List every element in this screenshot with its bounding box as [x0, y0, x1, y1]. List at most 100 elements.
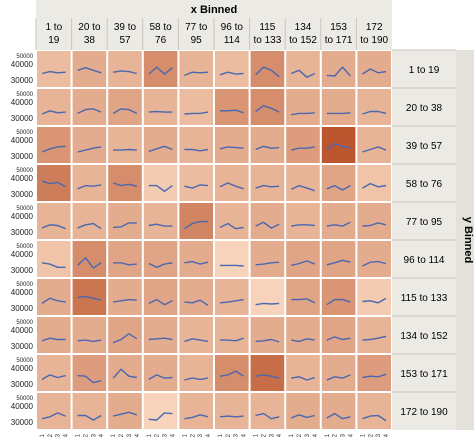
- heat-cell-r7-c2: [108, 317, 142, 353]
- column-header-7-line-1: to 152: [289, 35, 317, 46]
- x-tick-c7-2: r3: [305, 433, 311, 437]
- y-tick-bottom-r5: 30000: [11, 266, 34, 275]
- heat-cell-r2-c1: [72, 127, 107, 163]
- y-tick-middle-r3: 40000: [11, 174, 34, 183]
- heat-cell-r1-c7: [286, 89, 320, 125]
- heat-cell-r9-c4: [179, 393, 213, 429]
- series-line-r4-c5: [219, 222, 244, 230]
- heat-cell-r9-c6: [250, 393, 285, 429]
- heat-cell-r6-c8: [321, 279, 356, 315]
- column-header-3-line-1: 76: [155, 35, 167, 46]
- heat-cell-r6-c7: [286, 279, 320, 315]
- heat-cell-r2-c6: [250, 127, 285, 163]
- x-tick-c3-1: r2: [155, 433, 161, 437]
- y-tick-middle-r0: 40000: [11, 60, 34, 69]
- x-tick-c7-0: r1: [289, 433, 295, 437]
- y-axis-title: y Binned: [462, 217, 474, 263]
- heat-cell-r3-c7: [286, 165, 320, 201]
- series-line-r0-c8: [326, 66, 351, 77]
- y-title-band: [456, 50, 474, 430]
- column-header-4-line-0: 77 to: [185, 22, 208, 33]
- y-tick-top-r6: 50000: [16, 282, 33, 288]
- column-header-2-line-0: 39 to: [114, 22, 137, 33]
- series-line-r0-c5: [219, 71, 244, 76]
- x-tick-c3-2: r3: [163, 433, 169, 437]
- x-tick-c2-3: r4: [135, 433, 141, 437]
- heat-cell-r2-c0: [37, 127, 71, 163]
- heat-cell-r4-c0: [37, 203, 71, 239]
- x-tick-c8-1: r2: [333, 433, 339, 437]
- series-line-r6-c5: [219, 298, 244, 304]
- series-line-r8-c5: [219, 370, 244, 377]
- row-headers: 1 to 19 20 to 38 39 to 57 58 to 76 77 to 95 9…: [392, 49, 456, 418]
- heat-cell-r2-c9: [357, 127, 391, 163]
- series-line-r5-c4: [184, 260, 209, 265]
- heat-cell-r9-c7: [286, 393, 320, 429]
- series-line-r3-c6: [255, 184, 280, 189]
- x-tick-c2-1: r2: [119, 433, 125, 437]
- x-tick-c6-1: r2: [262, 433, 268, 437]
- x-tick-c6-0: r1: [254, 433, 260, 437]
- series-line-r4-c7: [291, 224, 315, 227]
- x-tick-c8-0: r1: [325, 433, 331, 437]
- x-tick-c3-0: r1: [147, 433, 153, 437]
- column-header-3-line-0: 58 to: [149, 22, 172, 33]
- heat-cell-r0-c0: [37, 51, 71, 87]
- y-tick-top-r9: 50000: [16, 396, 33, 402]
- x-tick-c1-1: r2: [84, 433, 90, 437]
- y-tick-top-r0: 50000: [16, 54, 33, 60]
- series-line-r0-c6: [255, 66, 280, 78]
- heat-cell-r4-c2: [108, 203, 142, 239]
- series-line-r4-c4: [184, 220, 208, 230]
- heat-cell-r1-c4: [179, 89, 213, 125]
- column-header-2-line-1: 57: [119, 35, 131, 46]
- y-tick-top-r2: 50000: [16, 130, 33, 136]
- series-line-r4-c2: [113, 222, 137, 229]
- series-line-r0-c9: [362, 68, 387, 75]
- row-header-5: 96 to 114: [404, 255, 445, 266]
- x-tick-c5-0: r1: [218, 433, 224, 437]
- series-line-r5-c7: [291, 260, 316, 267]
- x-tick-c9-0: r1: [360, 433, 366, 437]
- heat-cell-r4-c5: [215, 203, 249, 239]
- heat-cell-r2-c7: [286, 127, 320, 163]
- heat-cell-r0-c5: [215, 51, 249, 87]
- y-tick-bottom-r9: 30000: [11, 418, 34, 427]
- series-line-r6-c3: [148, 298, 173, 306]
- series-line-r3-c5: [219, 182, 244, 190]
- y-tick-middle-r7: 40000: [11, 326, 34, 335]
- series-line-r8-c8: [326, 374, 351, 381]
- row-header-8: 153 to 171: [400, 369, 448, 380]
- heat-cell-r8-c1: [72, 355, 107, 391]
- series-line-r6-c0: [41, 297, 66, 304]
- series-line-r1-c5: [220, 109, 244, 114]
- series-line-r3-c8: [326, 184, 351, 191]
- x-axes: r1 r2 r3 r4 r1 r2 r3 r4 r1 r2 r3 r4 r1 r2 r3 r4 r1 r2 r3 r4…: [40, 433, 390, 437]
- y-axes: 5000040000300005000040000300005000040000…: [11, 54, 34, 427]
- heat-cell-r6-c2: [108, 279, 142, 315]
- x-tick-c0-2: r3: [56, 433, 62, 437]
- x-tick-c1-2: r3: [91, 433, 97, 437]
- heat-cell-r4-c1: [72, 203, 107, 239]
- heat-cell-r7-c1: [72, 317, 107, 353]
- heat-cell-r3-c8: [321, 165, 356, 201]
- y-tick-top-r1: 50000: [16, 92, 33, 98]
- heat-cell-r2-c4: [179, 127, 213, 163]
- series-line-r2-c2: [113, 148, 137, 151]
- heat-cell-r9-c0: [37, 393, 71, 429]
- series-line-r9-c8: [326, 412, 351, 420]
- heat-cell-r1-c8: [321, 89, 356, 125]
- series-line-r9-c3: [148, 412, 173, 421]
- heat-cell-r5-c6: [250, 241, 285, 277]
- series-line-r3-c0: [41, 180, 66, 188]
- series-line-r5-c0: [41, 262, 66, 268]
- heat-cell-r1-c2: [108, 89, 142, 125]
- series-line-r7-c0: [41, 337, 66, 342]
- x-tick-c5-1: r2: [226, 433, 232, 437]
- heat-cell-r3-c6: [250, 165, 285, 201]
- series-line-r8-c2: [112, 368, 137, 379]
- series-line-r5-c1: [77, 257, 102, 269]
- series-line-r2-c0: [41, 145, 66, 153]
- x-tick-c4-2: r3: [198, 433, 204, 437]
- heat-cell-r9-c9: [357, 393, 391, 429]
